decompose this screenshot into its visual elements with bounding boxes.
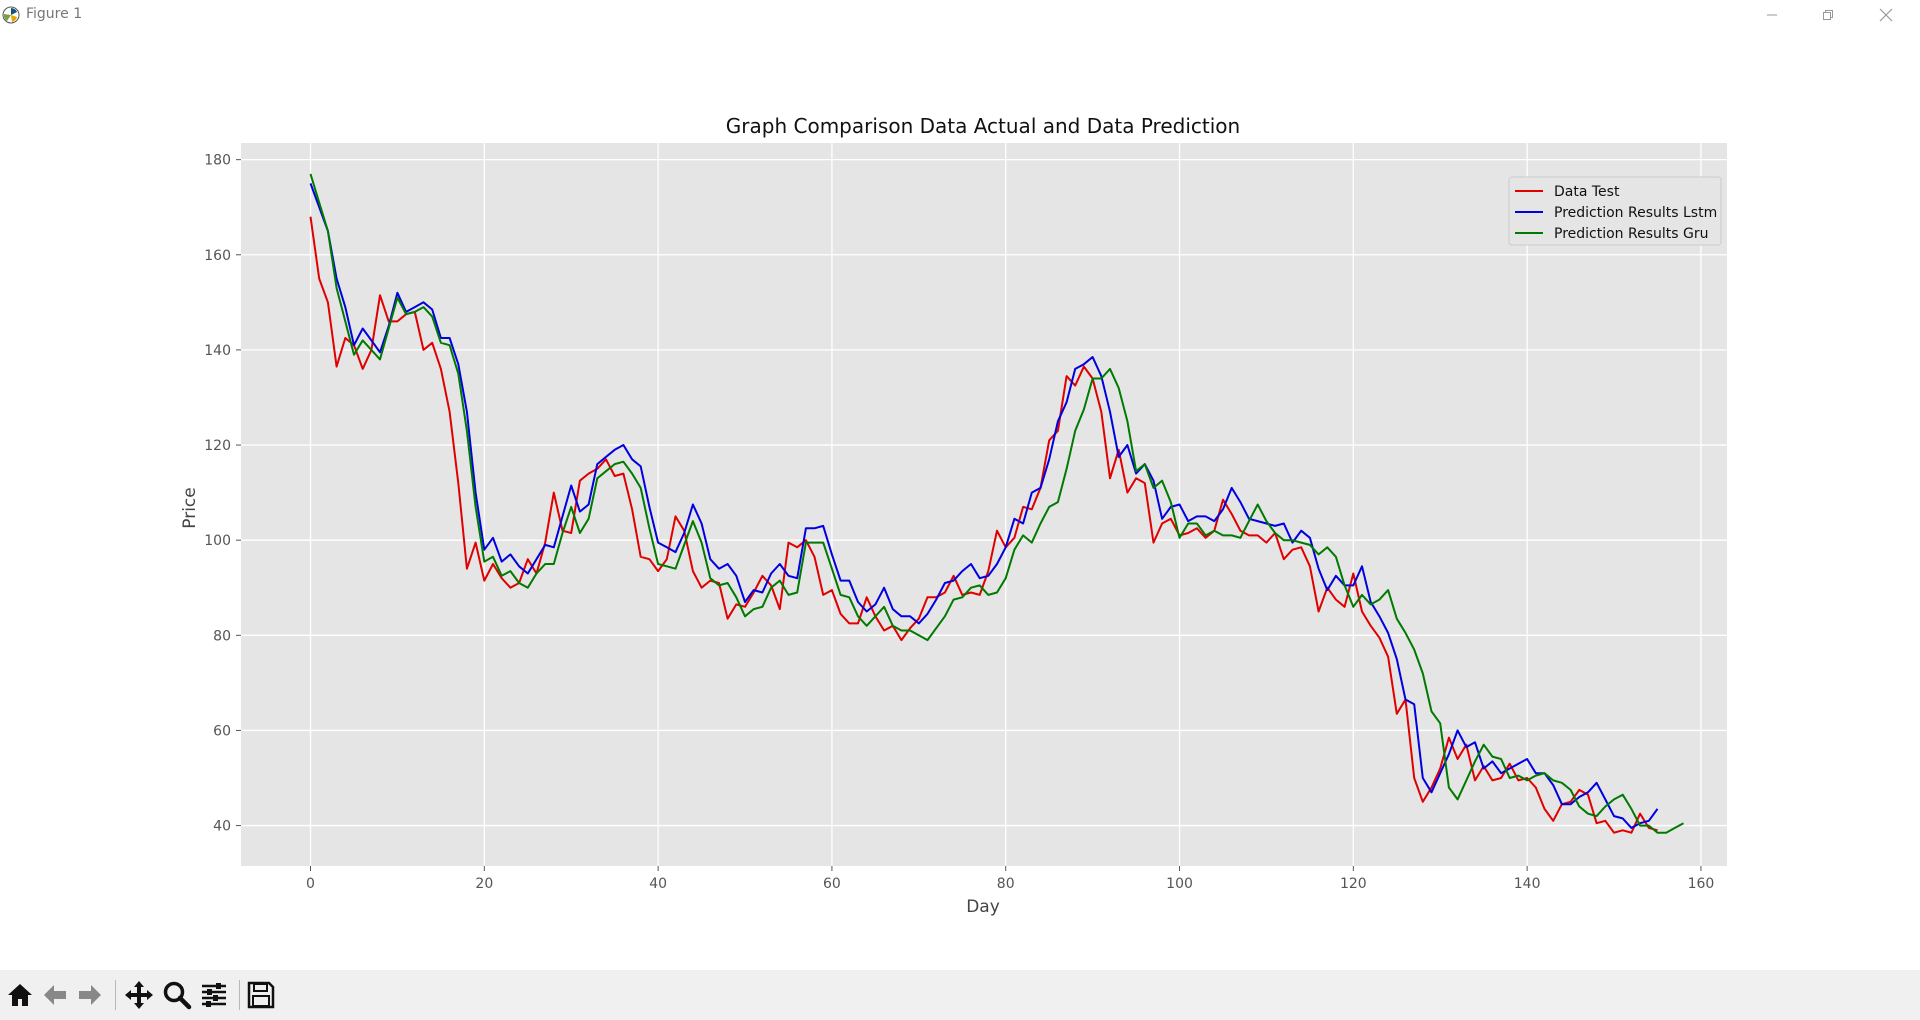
series-lines bbox=[309, 173, 1684, 834]
window-titlebar: Figure 1 bbox=[0, 0, 1920, 30]
restore-button[interactable] bbox=[1800, 0, 1856, 30]
x-tick-label: 40 bbox=[649, 876, 667, 892]
navigation-toolbar bbox=[0, 970, 1920, 1020]
toolbar-separator bbox=[115, 980, 116, 1010]
legend-box bbox=[1508, 176, 1722, 246]
y-tick-label: 140 bbox=[204, 343, 231, 359]
x-tick-label: 60 bbox=[823, 876, 841, 892]
back-button[interactable] bbox=[38, 978, 72, 1012]
toolbar-separator bbox=[239, 980, 240, 1010]
move-icon bbox=[125, 981, 153, 1009]
y-tick-label: 180 bbox=[204, 153, 231, 169]
x-tick-label: 80 bbox=[997, 876, 1015, 892]
x-axis: 0 20 40 60 80 100 120 140 160 bbox=[306, 866, 1714, 892]
y-tick-label: 80 bbox=[213, 628, 231, 644]
zoom-button[interactable] bbox=[160, 978, 194, 1012]
line-chart: 0 20 40 60 80 100 120 140 160 40 60 80 100 120 140 160… bbox=[180, 114, 1727, 917]
x-tick-label: 160 bbox=[1688, 876, 1715, 892]
save-button[interactable] bbox=[244, 978, 278, 1012]
chart-title: Graph Comparison Data Actual and Data Pr… bbox=[726, 114, 1240, 138]
y-tick-label: 40 bbox=[213, 819, 231, 835]
pan-button[interactable] bbox=[122, 978, 156, 1012]
x-axis-label: Day bbox=[966, 897, 1000, 917]
forward-button[interactable] bbox=[73, 978, 107, 1012]
x-tick-label: 120 bbox=[1340, 876, 1367, 892]
legend-entry: Prediction Results Gru bbox=[1554, 226, 1708, 242]
matplotlib-logo-icon bbox=[2, 6, 20, 24]
configure-subplots-button[interactable] bbox=[197, 978, 231, 1012]
arrow-right-icon bbox=[79, 985, 101, 1005]
series-line-prediction-results-lstm bbox=[309, 183, 1659, 829]
series-line-prediction-results-gru bbox=[309, 173, 1684, 834]
window-title: Figure 1 bbox=[26, 6, 83, 22]
grid-lines bbox=[241, 143, 1727, 866]
home-icon bbox=[8, 984, 32, 1006]
restore-icon bbox=[1823, 10, 1833, 20]
magnifier-icon bbox=[163, 981, 192, 1010]
x-tick-label: 0 bbox=[306, 876, 315, 892]
minimize-icon bbox=[1767, 14, 1777, 16]
y-tick-label: 120 bbox=[204, 438, 231, 454]
close-button[interactable] bbox=[1858, 0, 1914, 30]
series-line-data-test bbox=[309, 216, 1658, 834]
legend-entry: Prediction Results Lstm bbox=[1554, 205, 1717, 221]
y-tick-label: 100 bbox=[204, 533, 231, 549]
x-tick-label: 140 bbox=[1514, 876, 1541, 892]
x-tick-label: 100 bbox=[1166, 876, 1193, 892]
close-icon bbox=[1879, 8, 1893, 22]
legend: Data Test Prediction Results Lstm Predicti… bbox=[1508, 176, 1722, 246]
y-tick-label: 60 bbox=[213, 723, 231, 739]
arrow-left-icon bbox=[44, 985, 66, 1005]
x-tick-label: 20 bbox=[475, 876, 493, 892]
home-button[interactable] bbox=[3, 978, 37, 1012]
minimize-button[interactable] bbox=[1744, 0, 1800, 30]
y-tick-label: 160 bbox=[204, 248, 231, 264]
y-axis-label: Price bbox=[180, 487, 200, 528]
plot-area bbox=[241, 143, 1727, 866]
sliders-icon bbox=[202, 983, 226, 1007]
legend-entry: Data Test bbox=[1554, 184, 1620, 200]
figure-canvas[interactable]: 0 20 40 60 80 100 120 140 160 40 60 80 100 120 140 160… bbox=[0, 30, 1920, 970]
y-axis: 40 60 80 100 120 140 160 180 bbox=[204, 153, 241, 835]
floppy-icon bbox=[247, 981, 275, 1009]
